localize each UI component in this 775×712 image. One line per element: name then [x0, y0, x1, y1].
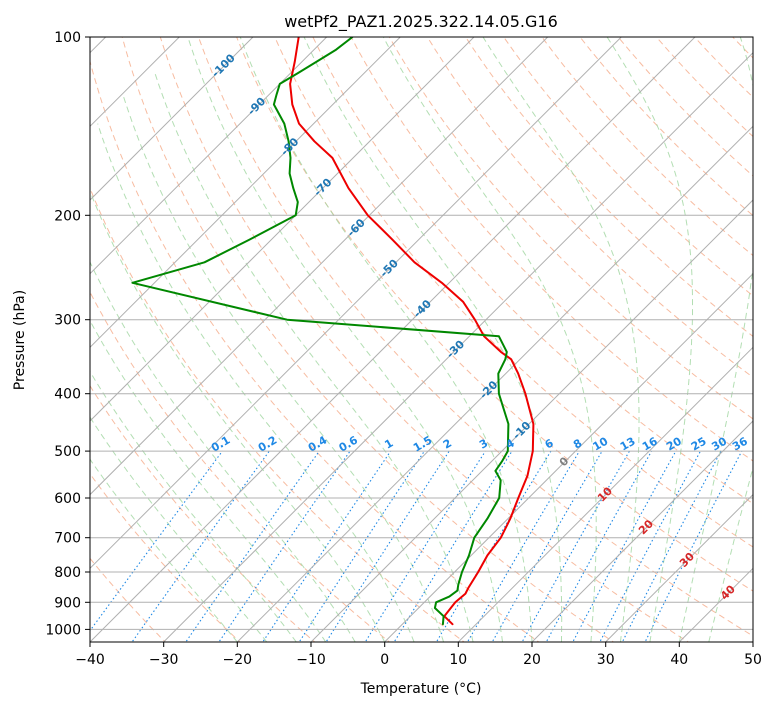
y-tick-label: 500 — [54, 444, 81, 460]
y-tick-label: 700 — [54, 531, 81, 547]
x-tick-label: 0 — [380, 652, 389, 668]
x-tick-label: 10 — [449, 652, 467, 668]
y-tick-label: 1000 — [45, 622, 81, 638]
x-tick-label: −10 — [296, 652, 326, 668]
y-tick-label: 300 — [54, 313, 81, 329]
y-tick-label: 400 — [54, 387, 81, 403]
x-tick-label: −40 — [75, 652, 105, 668]
x-tick-label: −30 — [149, 652, 179, 668]
y-tick-label: 800 — [54, 565, 81, 581]
x-tick-label: 20 — [523, 652, 541, 668]
y-tick-label: 600 — [54, 491, 81, 507]
isotherm-line — [751, 24, 775, 645]
y-tick-label: 100 — [54, 30, 81, 46]
x-tick-label: 30 — [597, 652, 615, 668]
y-tick-label: 200 — [54, 208, 81, 224]
x-axis-title: Temperature (°C) — [360, 681, 482, 697]
y-tick-label: 900 — [54, 595, 81, 611]
dry-adiabat — [758, 24, 775, 645]
x-tick-label: 50 — [744, 652, 762, 668]
chart-title: wetPf2_PAZ1.2025.322.14.05.G16 — [284, 12, 558, 32]
x-tick-label: −20 — [223, 652, 253, 668]
x-tick-label: 40 — [670, 652, 688, 668]
y-axis-title: Pressure (hPa) — [12, 290, 28, 390]
